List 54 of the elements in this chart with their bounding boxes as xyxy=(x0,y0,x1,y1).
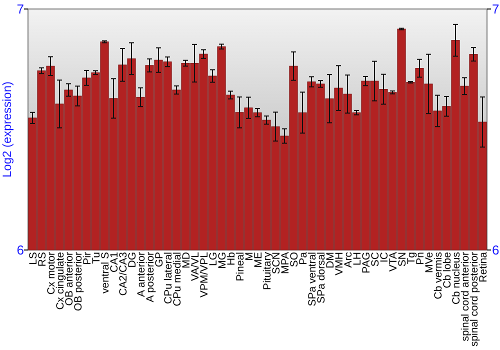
y2-tick-label: 7 xyxy=(492,2,500,17)
y-axis-title: Log2 (expression) xyxy=(0,81,14,178)
x-tick-label: Cx cingulate xyxy=(54,252,66,310)
x-tick-label: SPa ventral xyxy=(306,252,318,306)
x-tick-label: VMH xyxy=(334,252,346,276)
x-tick-label: Retina xyxy=(478,252,490,282)
x-tick-label: LS xyxy=(28,252,40,265)
x-tick-label: spinal cord anterior xyxy=(460,251,472,342)
x-tick-label: GP xyxy=(154,252,166,268)
y2-tick-label: 6 xyxy=(492,242,500,258)
x-tick-label: CA1 xyxy=(108,252,120,272)
x-tick-label: A anterior xyxy=(136,252,148,297)
x-tick-label: VPM/VPL xyxy=(198,252,210,298)
x-tick-label: MG xyxy=(216,252,228,269)
x-tick-label: SN xyxy=(396,252,408,267)
x-tick-label: Pituitary xyxy=(262,251,274,290)
x-tick-label: Arc xyxy=(342,252,354,268)
x-tick-label: spinal cord posterior xyxy=(468,251,480,347)
x-tick-label: MVe xyxy=(424,252,436,274)
x-tick-label: Tu xyxy=(90,252,102,264)
x-tick-label: Cb vermis xyxy=(432,252,444,300)
x-tick-label: VTA xyxy=(388,252,400,272)
x-tick-label: Pa xyxy=(298,252,310,265)
x-tick-label: PAG xyxy=(360,252,372,274)
x-tick-label: MD xyxy=(180,252,192,268)
x-tick-label: OB posterior xyxy=(72,252,84,311)
x-tick-label: IC xyxy=(378,252,390,262)
x-tick-label: VA/VL xyxy=(190,252,202,281)
x-tick-label: SO xyxy=(288,252,300,268)
x-tick-label: CA2/CA3 xyxy=(118,252,130,296)
x-tick-label: Cb nucleus xyxy=(450,252,462,305)
x-tick-label: RS xyxy=(36,252,48,267)
x-tick-label: A posterior xyxy=(144,252,156,302)
x-tick-label: DG xyxy=(126,252,138,268)
x-tick-label: Cx motor xyxy=(46,252,58,295)
x-tick-label: OB anterior xyxy=(64,252,76,306)
x-tick-label: LG xyxy=(208,252,220,266)
x-tick-label: ventral S xyxy=(100,252,112,294)
x-tick-label: M xyxy=(244,252,256,261)
x-tick-label: CPu medial xyxy=(172,252,184,306)
x-tick-label: MPA xyxy=(280,252,292,274)
x-tick-label: DM xyxy=(324,252,336,268)
x-tick-label: Pn xyxy=(414,252,426,265)
x-tick-label: Pineal xyxy=(234,252,246,282)
x-tick-label: Tg xyxy=(406,252,418,264)
x-tick-label: Hb xyxy=(226,252,238,266)
x-tick-label: LH xyxy=(352,252,364,266)
x-tick-label: SCN xyxy=(270,252,282,274)
x-tick-label: SPa dorsal xyxy=(316,252,328,304)
x-tick-label: SC xyxy=(370,252,382,267)
x-tick-label: CPu lateral xyxy=(162,252,174,304)
x-tick-label: Cb lobe xyxy=(442,252,454,288)
x-tick-label: Pir xyxy=(82,252,94,265)
x-tick-label: ME xyxy=(252,252,264,268)
